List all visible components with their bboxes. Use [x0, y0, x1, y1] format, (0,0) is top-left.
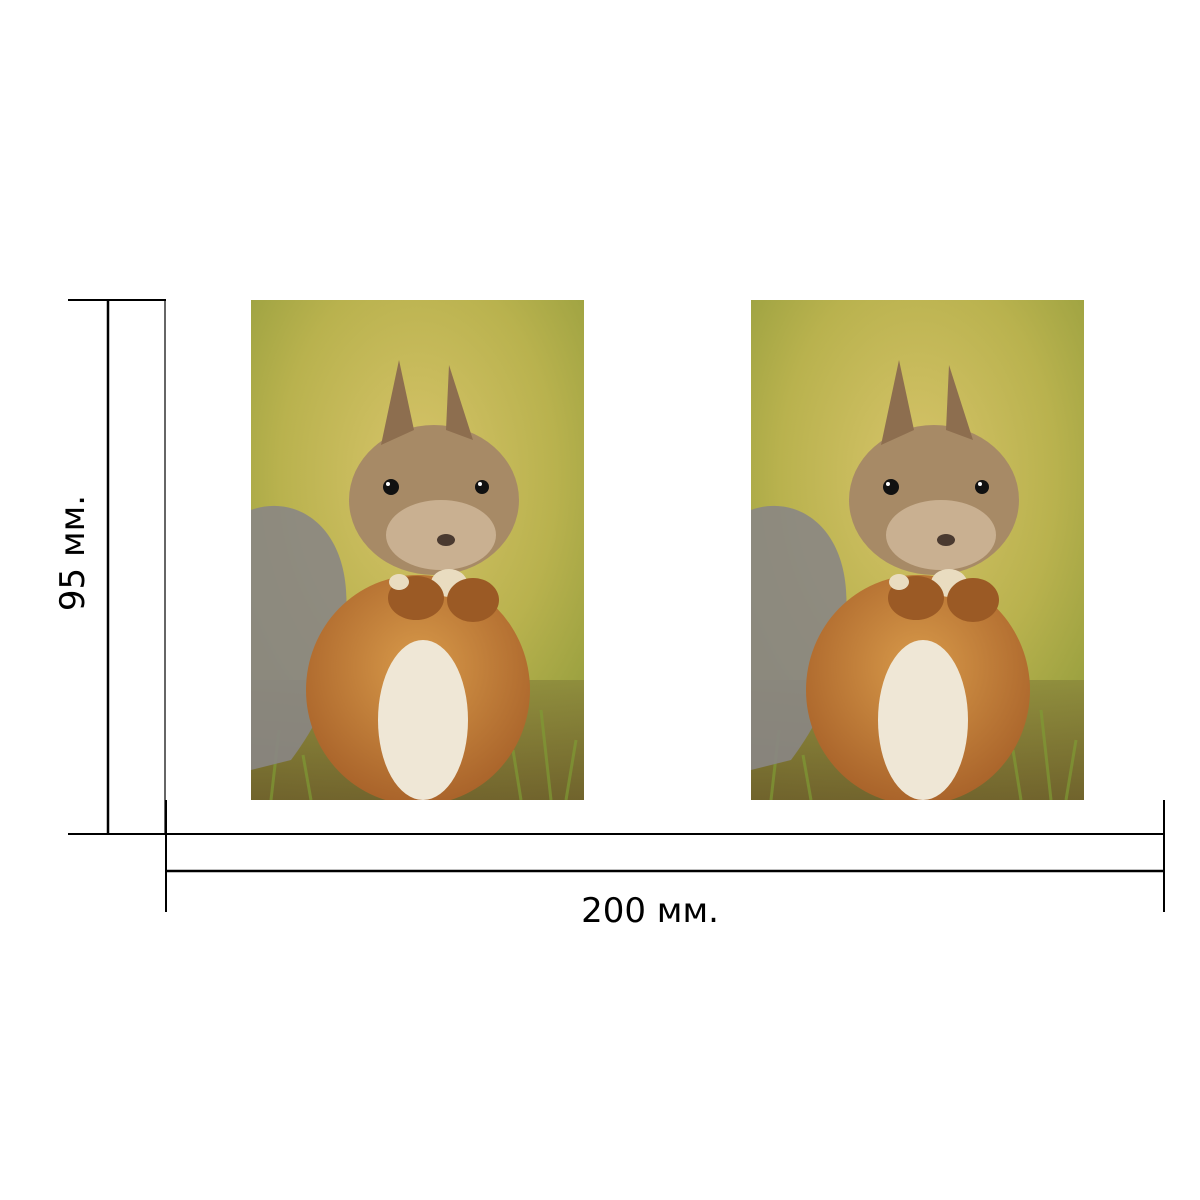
height-label: 95 мм.	[53, 494, 93, 612]
squirrel-photo-left	[251, 300, 584, 800]
width-label: 200 мм.	[581, 891, 719, 931]
squirrel-photo-right	[751, 300, 1084, 800]
